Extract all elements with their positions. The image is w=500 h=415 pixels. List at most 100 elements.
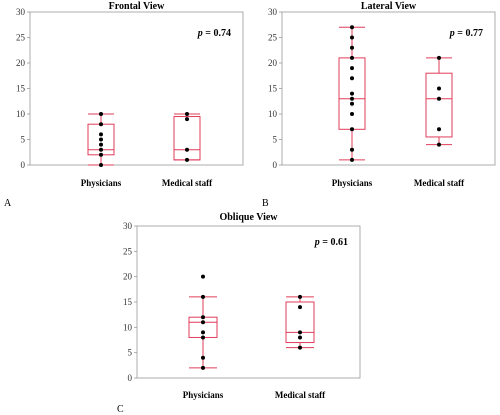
chart-0-panel-letter: A (4, 198, 12, 209)
chart-2-ytick-label-1: 5 (128, 348, 133, 358)
chart-2-category-label-1: Medical staff (275, 390, 326, 400)
chart-2-p-text: = 0.61 (320, 237, 348, 248)
chart-1-box-0-point-12 (350, 25, 354, 30)
chart-1-box-1-point-0 (437, 142, 441, 147)
chart-2-box-1-point-4 (298, 294, 302, 299)
chart-2-box-0-point-1 (201, 355, 205, 360)
chart-0-box-1-point-0 (185, 157, 189, 162)
chart-0-ytick-label-5: 25 (16, 33, 26, 43)
chart-0: Frontal View p = 0.74 0 5 10 15 20 25 30 Physicia… (4, 1, 244, 209)
chart-1-ytick-label-2: 10 (268, 109, 278, 119)
chart-1-ytick-label-0: 0 (273, 160, 278, 170)
chart-1-box-0-point-9 (350, 55, 354, 60)
chart-0-box-0-point-7 (99, 112, 103, 116)
chart-1-box-1-point-4 (437, 55, 441, 60)
chart-1-box-0-point-10 (350, 45, 354, 50)
chart-0-p-text: = 0.74 (203, 28, 231, 39)
chart-0-ytick-label-2: 10 (16, 109, 26, 119)
chart-1-p-symbol: p (449, 28, 455, 39)
chart-0-box-0-point-1 (99, 152, 103, 157)
chart-1-box-0 (338, 25, 366, 162)
chart-2-p-value: p = 0.61 (314, 237, 348, 248)
chart-1-box-0-point-2 (350, 127, 354, 132)
chart-0-box-1 (173, 112, 201, 162)
chart-0-p-value: p = 0.74 (197, 28, 231, 39)
chart-2-box-0-point-7 (201, 274, 205, 279)
chart-2-category-label-0: Physicians (183, 390, 224, 400)
chart-1-box-1-point-3 (437, 86, 441, 91)
chart-1-ytick-label-1: 5 (273, 135, 278, 145)
chart-1-box-1-point-2 (437, 96, 441, 101)
chart-0-ytick-label-3: 15 (16, 84, 26, 94)
chart-0-category-label-1: Medical staff (162, 178, 213, 188)
chart-1-box-1 (425, 55, 453, 147)
chart-0-ytick-label-0: 0 (21, 160, 26, 170)
chart-0-box-1-point-3 (185, 112, 189, 116)
chart-1-box-0-point-8 (350, 66, 354, 71)
chart-1-category-label-0: Physicians (332, 178, 373, 188)
chart-1-category-label-1: Medical staff (414, 178, 465, 188)
chart-2-box-0-point-2 (201, 335, 205, 340)
chart-1-box-0-point-7 (350, 76, 354, 81)
chart-0-box-0-point-2 (99, 147, 103, 152)
chart-0-box-0 (87, 112, 115, 167)
chart-1-box-0-point-4 (350, 101, 354, 106)
chart-1-ytick-label-4: 20 (268, 58, 278, 68)
chart-2-box-0-point-4 (201, 320, 205, 325)
chart-0-box-0-point-3 (99, 142, 103, 147)
chart-0-title: Frontal View (109, 1, 165, 12)
chart-1: Lateral View p = 0.77 0 5 10 15 20 25 30 Physicia… (262, 1, 496, 209)
chart-0-box-0-point-0 (99, 163, 103, 167)
chart-2-box-1-point-1 (298, 335, 302, 340)
chart-0-category-label-0: Physicians (81, 178, 122, 188)
chart-2-box-1-point-3 (298, 305, 302, 310)
chart-2-title: Oblique View (219, 212, 278, 223)
chart-1-p-text: = 0.77 (455, 28, 483, 39)
chart-1-panel-letter: B (262, 198, 269, 209)
chart-2-box-0-point-5 (201, 315, 205, 320)
chart-1-box-0-point-3 (350, 112, 354, 116)
chart-2-ytick-label-4: 20 (123, 272, 133, 282)
chart-0-box-1-point-1 (185, 147, 189, 152)
chart-2: Oblique View p = 0.61 0 5 10 15 20 25 30 Physicia… (117, 212, 361, 415)
chart-1-box-0-point-5 (350, 96, 354, 101)
chart-0-box-1-point-2 (185, 117, 189, 122)
chart-1-ytick-label-6: 30 (268, 7, 278, 17)
chart-1-ytick-label-3: 15 (268, 84, 278, 94)
chart-1-ytick-label-5: 25 (268, 33, 278, 43)
chart-2-ytick-label-2: 10 (123, 322, 133, 332)
chart-1-box-0-point-1 (350, 147, 354, 152)
chart-1-box-0-point-11 (350, 35, 354, 40)
chart-0-p-symbol: p (197, 28, 203, 39)
chart-0-ytick-label-1: 5 (21, 135, 26, 145)
chart-2-ytick-label-5: 25 (123, 246, 133, 256)
chart-2-box-0-point-3 (201, 330, 205, 335)
chart-2-box-1-point-2 (298, 330, 302, 335)
chart-1-box-0-point-0 (350, 157, 354, 162)
chart-2-plot-frame (136, 225, 361, 379)
chart-2-ytick-label-0: 0 (128, 373, 133, 383)
chart-2-p-symbol: p (314, 237, 320, 248)
chart-1-box-0-point-6 (350, 91, 354, 96)
chart-2-box-0-point-0 (201, 365, 205, 370)
chart-2-ytick-label-6: 30 (123, 221, 133, 231)
chart-1-box-1-iqr (425, 72, 453, 138)
chart-0-box-0-point-6 (99, 122, 103, 127)
chart-2-box-1 (285, 294, 315, 350)
chart-0-ytick-label-6: 30 (16, 7, 26, 17)
chart-1-p-value: p = 0.77 (449, 28, 483, 39)
chart-0-box-0-point-5 (99, 132, 103, 137)
chart-2-panel-letter: C (117, 404, 124, 415)
chart-2-ytick-label-3: 15 (123, 297, 133, 307)
chart-2-box-0-point-6 (201, 294, 205, 299)
chart-1-box-1-point-1 (437, 127, 441, 132)
chart-2-box-0 (188, 274, 218, 370)
chart-2-box-1-iqr (285, 301, 315, 344)
chart-2-box-1-point-0 (298, 345, 302, 350)
chart-0-box-0-point-4 (99, 137, 103, 142)
chart-0-box-1-iqr (173, 116, 201, 161)
chart-1-title: Lateral View (361, 1, 417, 12)
chart-2-box-0-iqr (188, 316, 218, 338)
chart-0-ytick-label-4: 20 (16, 58, 26, 68)
